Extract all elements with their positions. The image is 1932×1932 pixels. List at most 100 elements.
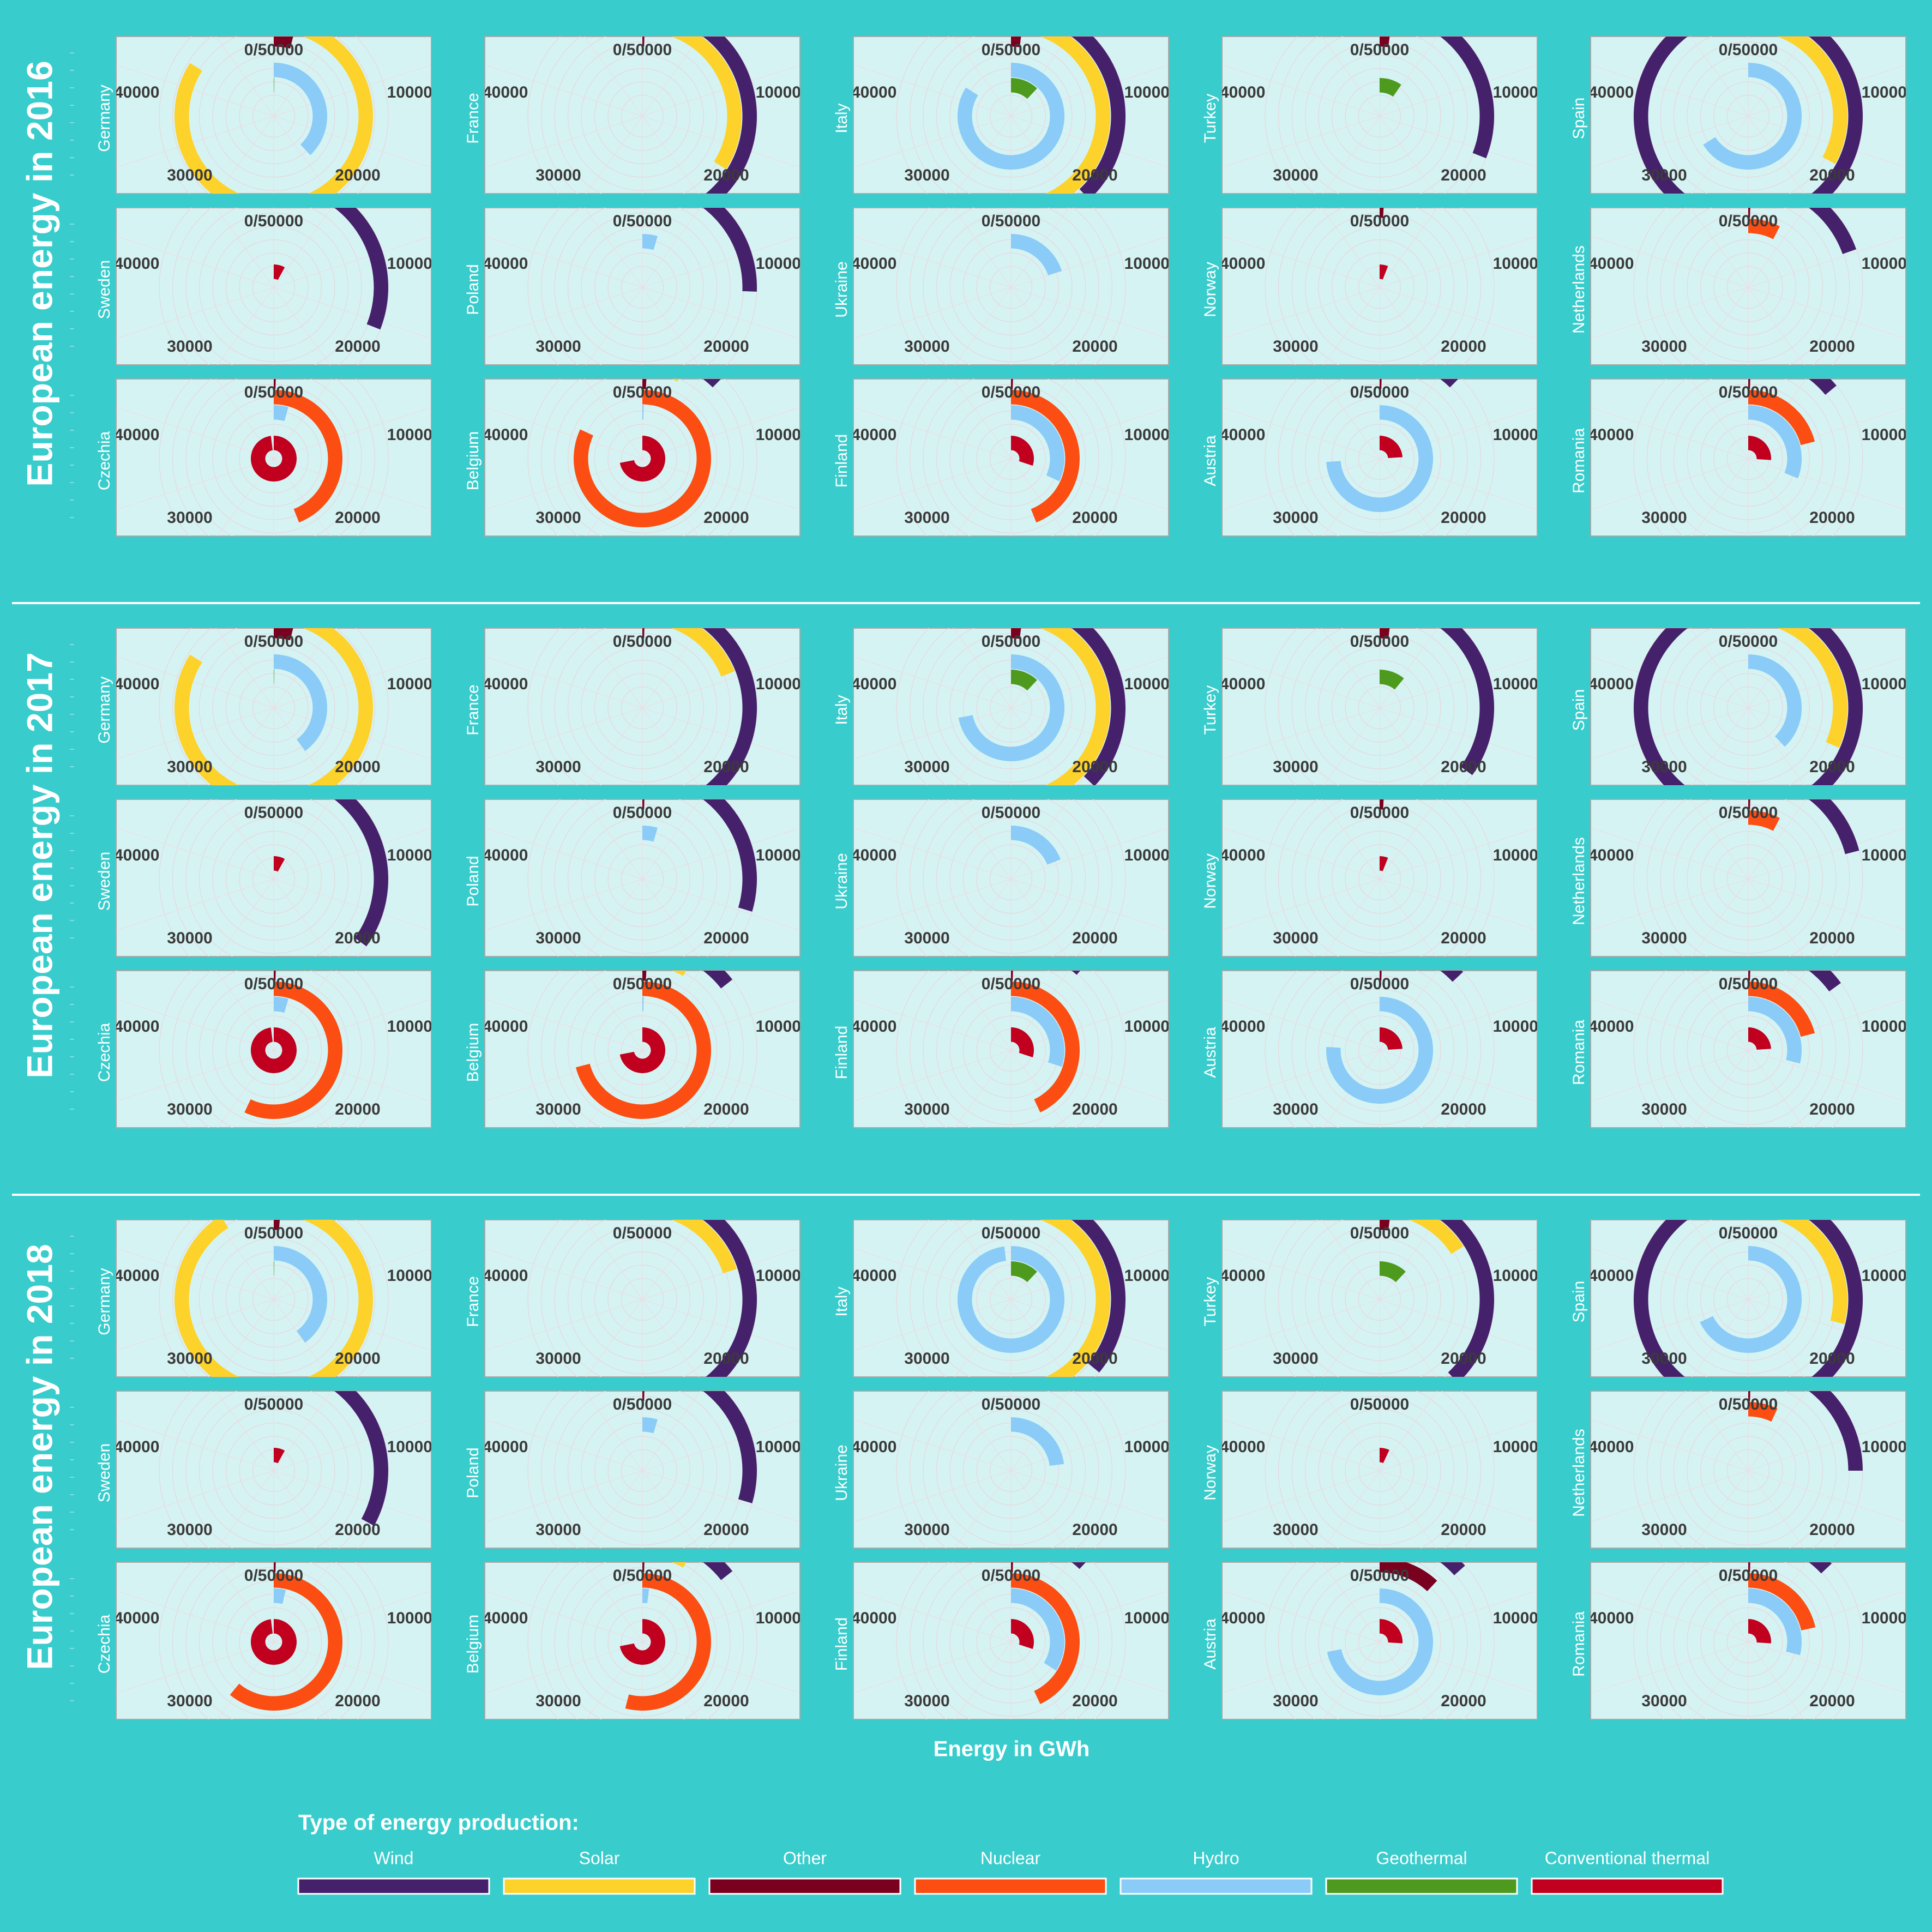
grid-spoke: [642, 707, 798, 759]
panel-plot-area: 0/50000 10000 20000 30000 40000: [853, 208, 1169, 365]
bar-germany-hydro: [274, 63, 328, 155]
grid-circle: [527, 1391, 757, 1548]
bar-spain-hydro: [1748, 654, 1802, 747]
grid-circle: [554, 971, 731, 1128]
grid-spoke: [1010, 1641, 1068, 1719]
grid-spoke: [486, 1591, 643, 1642]
grid-spoke: [642, 116, 798, 167]
band-title: European energy in 2016: [19, 61, 59, 486]
grid-spoke: [642, 799, 701, 880]
tick-label-10000: 10000: [1862, 426, 1907, 444]
country-label: Poland: [464, 264, 482, 315]
grid-spoke: [273, 116, 331, 194]
grid-spoke: [273, 878, 331, 956]
country-label: Ukraine: [833, 1445, 851, 1501]
tick-label-20000: 20000: [1072, 1692, 1117, 1710]
grid-spoke: [642, 236, 798, 288]
country-label: Romania: [1570, 1611, 1588, 1677]
bar-romania-hydro: [1748, 997, 1802, 1064]
grid-spoke: [486, 1641, 643, 1693]
tick-label-10000: 10000: [387, 255, 432, 273]
tick-label-0: 0/50000: [982, 1395, 1040, 1413]
panel-plot-area: 0/50000 10000 20000 30000 40000: [1222, 1562, 1537, 1719]
tick-label-20000: 20000: [703, 929, 749, 947]
tick-label-30000: 30000: [1273, 509, 1318, 527]
bar-belgium-wind: [703, 971, 733, 989]
grid-circle: [159, 379, 389, 536]
tick-label-10000: 10000: [1124, 1267, 1170, 1285]
grid-spoke: [216, 878, 274, 956]
legend-title: Type of energy production:: [298, 1811, 579, 1835]
grid-spoke: [584, 1391, 643, 1471]
tick-label-40000: 40000: [483, 846, 528, 864]
bar-romania-other: [1748, 971, 1750, 981]
tick-label-20000: 20000: [1809, 758, 1855, 776]
grid-spoke: [855, 458, 1012, 510]
bar-czechia-hydro: [274, 1588, 286, 1604]
grid-circle: [1660, 1391, 1837, 1548]
grid-spoke: [215, 1562, 274, 1642]
bar-czechia-conventional-thermal: [250, 1619, 297, 1665]
grid-spoke: [273, 1248, 430, 1300]
tick-label-0: 0/50000: [244, 1224, 303, 1242]
bar-romania-conventional-thermal: [1748, 1027, 1771, 1050]
panel-plot-area: 0/50000 10000 20000 30000 40000: [485, 37, 800, 194]
grid-spoke: [1748, 971, 1807, 1051]
grid-spoke: [1592, 1419, 1749, 1471]
tick-label-30000: 30000: [1641, 1350, 1687, 1368]
grid-circle: [172, 628, 376, 785]
grid-spoke: [216, 458, 274, 536]
grid-circle: [172, 971, 376, 1128]
tick-label-0: 0/50000: [1719, 633, 1778, 651]
tick-label-10000: 10000: [756, 1438, 801, 1456]
tick-label-40000: 40000: [851, 426, 896, 444]
tick-label-40000: 40000: [1588, 1438, 1634, 1456]
grid-circle: [923, 1391, 1099, 1548]
grid-circle: [923, 799, 1099, 956]
grid-spoke: [855, 407, 1012, 459]
bar-belgium-wind: [703, 379, 721, 388]
grid-spoke: [1592, 1050, 1749, 1102]
grid-spoke: [1010, 116, 1167, 167]
grid-spoke: [1010, 1050, 1167, 1102]
grid-circle: [1265, 208, 1495, 365]
grid-spoke: [642, 1591, 798, 1642]
country-label: Finland: [833, 1617, 851, 1671]
tick-label-20000: 20000: [1809, 338, 1855, 356]
tick-label-30000: 30000: [1641, 509, 1687, 527]
panel-plot-area: 0/50000 10000 20000 30000 40000: [853, 1562, 1169, 1719]
grid-spoke: [215, 971, 274, 1051]
grid-spoke: [215, 1391, 274, 1471]
bar-czechia-nuclear: [244, 982, 342, 1119]
grid-spoke: [273, 999, 430, 1051]
grid-spoke: [1321, 208, 1380, 288]
tick-label-10000: 10000: [387, 1438, 432, 1456]
bar-austria-other: [1380, 379, 1382, 389]
bar-sweden-wind: [334, 1391, 388, 1526]
grid-spoke: [1379, 828, 1536, 880]
panel-plot-area: 0/50000 10000 20000 30000 40000: [1222, 1220, 1537, 1377]
bar-turkey-wind: [1440, 628, 1494, 775]
tick-label-10000: 10000: [1493, 846, 1538, 864]
tick-label-30000: 30000: [1641, 1692, 1687, 1710]
grid-spoke: [1691, 1641, 1749, 1719]
bar-finland-wind: [1072, 971, 1081, 975]
grid-spoke: [1748, 208, 1807, 288]
country-label: Norway: [1201, 1445, 1219, 1501]
grid-spoke: [486, 65, 643, 117]
bar-poland-wind: [703, 208, 757, 292]
grid-spoke: [585, 878, 643, 956]
tick-label-30000: 30000: [167, 166, 212, 184]
grid-circle: [1291, 1220, 1468, 1377]
grid-spoke: [216, 1470, 274, 1548]
grid-spoke: [1010, 208, 1069, 288]
tick-label-0: 0/50000: [1719, 1395, 1778, 1413]
grid-spoke: [642, 1641, 700, 1719]
tick-label-20000: 20000: [335, 1100, 380, 1118]
